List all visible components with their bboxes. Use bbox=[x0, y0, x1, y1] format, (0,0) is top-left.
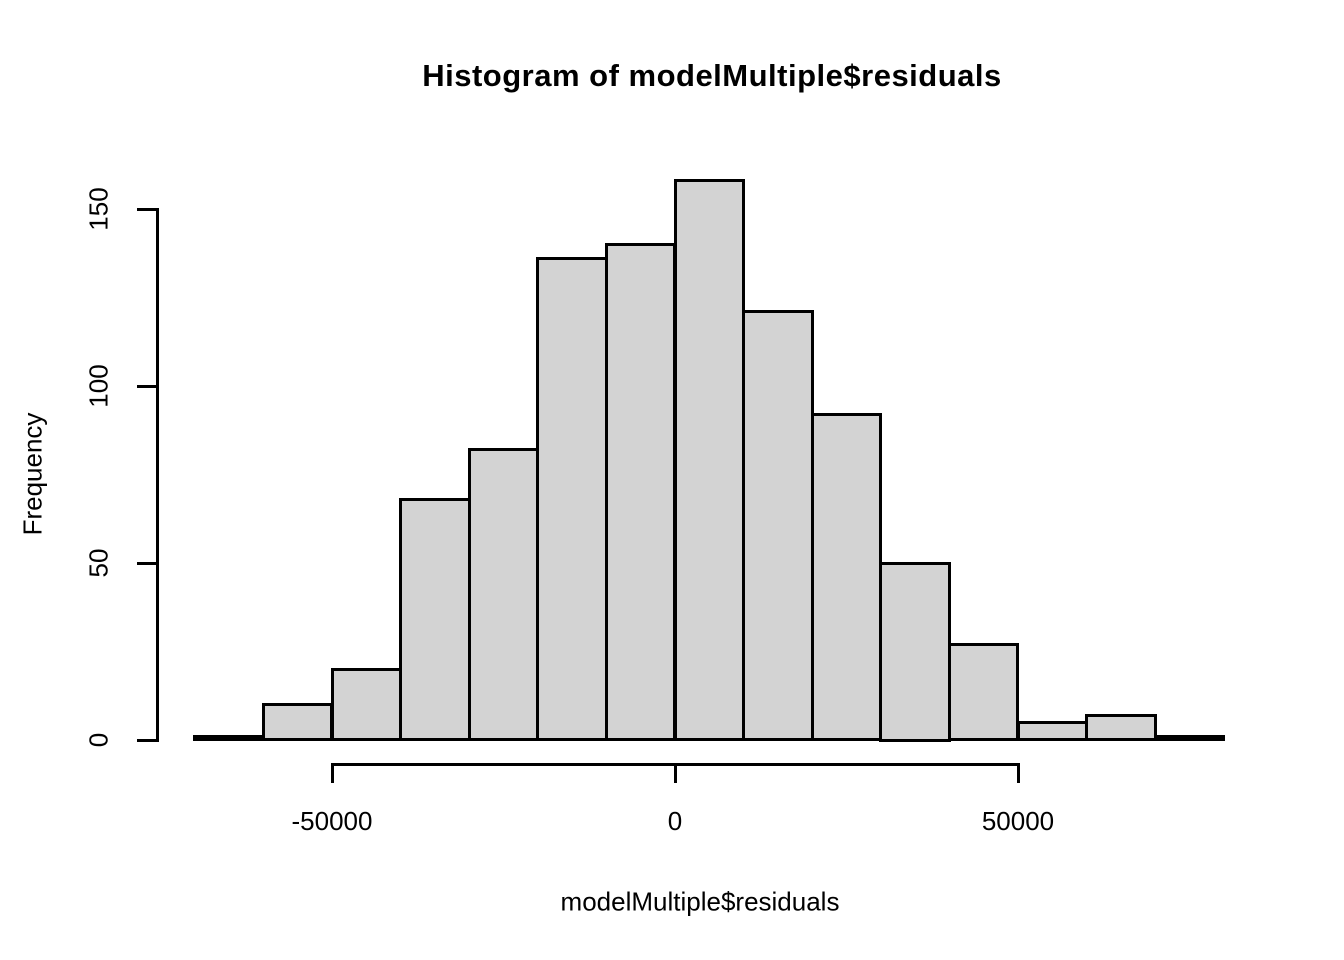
histogram-bar bbox=[193, 734, 265, 742]
histogram-bar bbox=[810, 412, 883, 742]
x-tick bbox=[330, 764, 334, 783]
y-tick bbox=[137, 207, 157, 211]
y-tick-label: 50 bbox=[83, 548, 114, 578]
x-axis-label: modelMultiple$residuals bbox=[560, 886, 840, 917]
histogram-bar bbox=[330, 667, 403, 742]
y-tick-label: 150 bbox=[83, 187, 114, 231]
x-tick bbox=[673, 764, 677, 783]
histogram-bar bbox=[399, 497, 471, 742]
y-tick bbox=[137, 384, 157, 388]
histogram-bar bbox=[536, 257, 608, 742]
histogram-bar bbox=[947, 642, 1020, 742]
y-tick bbox=[137, 561, 157, 565]
y-tick-label: 100 bbox=[83, 364, 114, 408]
histogram-bar bbox=[261, 703, 334, 742]
x-tick bbox=[1016, 764, 1020, 783]
y-tick bbox=[137, 738, 157, 742]
histogram-bar bbox=[1153, 734, 1226, 742]
x-tick-label: -50000 bbox=[291, 806, 373, 836]
histogram-bar bbox=[879, 561, 951, 742]
chart-title: Histogram of modelMultiple$residuals bbox=[422, 58, 1002, 93]
histogram-bar bbox=[467, 448, 540, 742]
histogram-bar bbox=[1016, 720, 1089, 742]
histogram-bar bbox=[1085, 713, 1157, 742]
histogram-bar bbox=[604, 242, 677, 742]
y-axis-line bbox=[155, 207, 159, 742]
histogram-bar bbox=[742, 310, 814, 742]
x-tick-label: 0 bbox=[667, 806, 683, 836]
x-tick-label: 50000 bbox=[981, 806, 1055, 836]
histogram-bar bbox=[673, 179, 746, 742]
y-tick-label: 0 bbox=[83, 732, 114, 748]
